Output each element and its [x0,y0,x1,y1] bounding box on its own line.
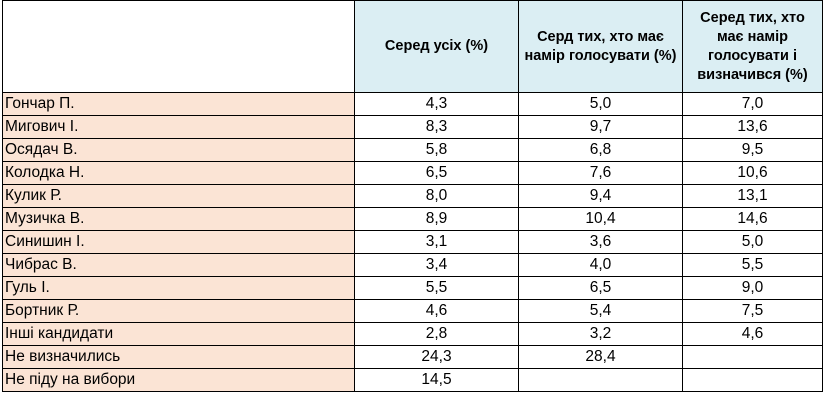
table-row: Музичка В. 8,9 10,4 14,6 [2,207,823,231]
value-cell-intend-to-vote: 4,0 [518,253,683,277]
value-cell-decided: 13,6 [682,115,823,139]
value-cell-decided: 4,6 [682,322,823,346]
table-row: Не піду на вибори 14,5 [2,368,823,392]
candidate-name-cell: Не визначились [2,345,355,369]
table-row: Синишин І. 3,1 3,6 5,0 [2,230,823,254]
value-cell-all: 4,6 [354,299,519,323]
value-cell-decided: 10,6 [682,161,823,185]
value-cell-intend-to-vote: 28,4 [518,345,683,369]
candidate-name-cell: Не піду на вибори [2,368,355,392]
candidate-name-cell: Чибрас В. [2,253,355,277]
header-row: Серед усіх (%) Серд тих, хто має намір г… [2,0,823,93]
value-cell-intend-to-vote [518,368,683,392]
value-cell-all: 8,9 [354,207,519,231]
value-cell-decided: 7,0 [682,92,823,116]
candidate-name-cell: Гончар П. [2,92,355,116]
table-row: Інші кандидати 2,8 3,2 4,6 [2,322,823,346]
value-cell-all: 3,1 [354,230,519,254]
value-cell-decided: 14,6 [682,207,823,231]
value-cell-intend-to-vote: 6,5 [518,276,683,300]
header-cell-decided: Серед тих, хто має намір голосувати і ви… [682,0,823,93]
candidate-name-cell: Синишин І. [2,230,355,254]
candidate-name-cell: Музичка В. [2,207,355,231]
table-row: Колодка Н. 6,5 7,6 10,6 [2,161,823,185]
value-cell-decided: 5,5 [682,253,823,277]
value-cell-intend-to-vote: 9,4 [518,184,683,208]
candidate-name-cell: Мигович І. [2,115,355,139]
value-cell-all: 8,3 [354,115,519,139]
value-cell-intend-to-vote: 3,6 [518,230,683,254]
table-row: Чибрас В. 3,4 4,0 5,5 [2,253,823,277]
results-table: Серед усіх (%) Серд тих, хто має намір г… [2,0,823,392]
value-cell-decided: 13,1 [682,184,823,208]
header-cell-intend-to-vote: Серд тих, хто має намір голосувати (%) [518,0,683,93]
candidate-name-cell: Осядач В. [2,138,355,162]
value-cell-decided [682,368,823,392]
table-row: Кулик Р. 8,0 9,4 13,1 [2,184,823,208]
candidate-name-cell: Колодка Н. [2,161,355,185]
value-cell-intend-to-vote: 7,6 [518,161,683,185]
value-cell-decided: 7,5 [682,299,823,323]
value-cell-decided: 9,5 [682,138,823,162]
value-cell-all: 14,5 [354,368,519,392]
table-body: Гончар П. 4,3 5,0 7,0 Мигович І. 8,3 9,7 13,6 Ос… [2,92,823,392]
value-cell-all: 5,8 [354,138,519,162]
value-cell-all: 4,3 [354,92,519,116]
table-row: Не визначились 24,3 28,4 [2,345,823,369]
value-cell-intend-to-vote: 5,0 [518,92,683,116]
header-cell-candidate [2,0,355,93]
table-row: Мигович І. 8,3 9,7 13,6 [2,115,823,139]
table-header: Серед усіх (%) Серд тих, хто має намір г… [2,0,823,93]
value-cell-all: 2,8 [354,322,519,346]
value-cell-all: 24,3 [354,345,519,369]
value-cell-intend-to-vote: 6,8 [518,138,683,162]
value-cell-intend-to-vote: 3,2 [518,322,683,346]
value-cell-decided: 9,0 [682,276,823,300]
value-cell-all: 8,0 [354,184,519,208]
header-cell-all: Серед усіх (%) [354,0,519,93]
value-cell-intend-to-vote: 10,4 [518,207,683,231]
value-cell-intend-to-vote: 5,4 [518,299,683,323]
value-cell-all: 6,5 [354,161,519,185]
results-table-container: Серед усіх (%) Серд тих, хто має намір г… [2,0,823,392]
value-cell-decided [682,345,823,369]
table-row: Гончар П. 4,3 5,0 7,0 [2,92,823,116]
candidate-name-cell: Бортник Р. [2,299,355,323]
value-cell-decided: 5,0 [682,230,823,254]
candidate-name-cell: Кулик Р. [2,184,355,208]
candidate-name-cell: Гуль І. [2,276,355,300]
table-row: Осядач В. 5,8 6,8 9,5 [2,138,823,162]
candidate-name-cell: Інші кандидати [2,322,355,346]
value-cell-all: 3,4 [354,253,519,277]
value-cell-all: 5,5 [354,276,519,300]
table-row: Бортник Р. 4,6 5,4 7,5 [2,299,823,323]
table-row: Гуль І. 5,5 6,5 9,0 [2,276,823,300]
value-cell-intend-to-vote: 9,7 [518,115,683,139]
